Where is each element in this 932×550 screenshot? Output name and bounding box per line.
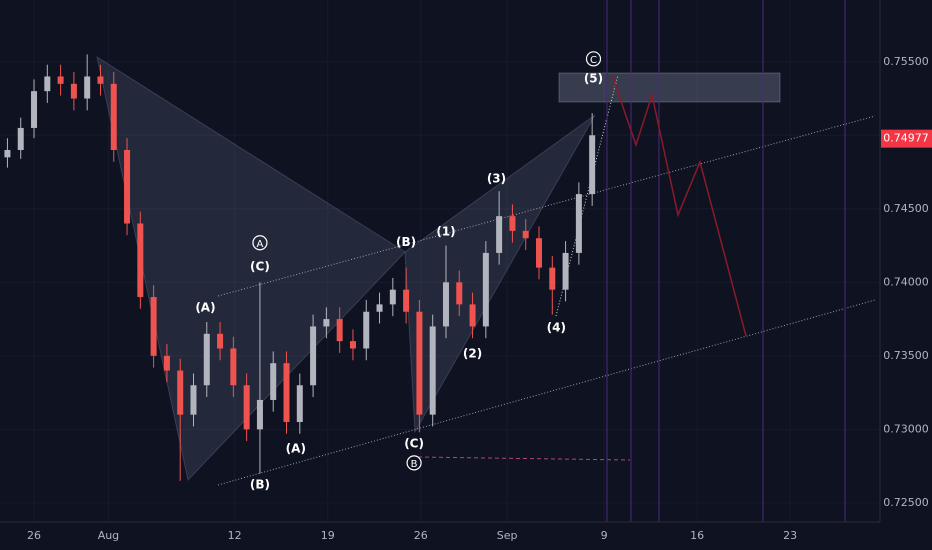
wave-label: (C) xyxy=(250,259,270,273)
drawings xyxy=(96,0,876,522)
candle-body xyxy=(203,333,210,386)
price-axis xyxy=(880,0,932,550)
candle-body xyxy=(296,385,303,423)
x-tick-label: 16 xyxy=(690,529,704,542)
x-tick-label: Aug xyxy=(98,529,119,542)
candle-body xyxy=(137,223,144,298)
axes: 0.725000.730000.735000.740000.745000.750… xyxy=(27,55,932,542)
wave-circle xyxy=(585,51,602,67)
wave-label: B xyxy=(411,459,418,470)
wave-label: (1) xyxy=(436,224,455,238)
candle-body xyxy=(124,149,131,224)
candle-body xyxy=(336,319,343,342)
candle-body xyxy=(17,127,24,150)
candle-body xyxy=(44,76,51,92)
candle-body xyxy=(442,282,449,327)
candle-body xyxy=(4,149,11,158)
wave-label: (4) xyxy=(547,320,566,334)
candle-body xyxy=(163,355,170,371)
candle-body xyxy=(310,326,317,386)
x-tick-label: 19 xyxy=(321,529,335,542)
x-tick-label: Sep xyxy=(497,529,518,542)
y-tick-label: 0.74000 xyxy=(883,275,929,288)
x-tick-label: 12 xyxy=(228,529,242,542)
wave-label: (3) xyxy=(487,171,506,185)
y-tick-label: 0.72500 xyxy=(883,496,929,509)
candles xyxy=(4,54,596,481)
candle-body xyxy=(70,83,77,99)
candle-body xyxy=(403,289,410,312)
wave-label: (C) xyxy=(404,436,424,450)
candle-body xyxy=(376,304,383,312)
wave-label: A xyxy=(257,239,264,250)
candle-body xyxy=(589,135,596,195)
wave-label: C xyxy=(590,55,597,66)
candle-body xyxy=(429,326,436,415)
level-line xyxy=(417,456,631,461)
candle-body xyxy=(349,341,356,349)
wave-label: (5) xyxy=(584,71,603,85)
candle-body xyxy=(31,91,38,128)
wave-circle xyxy=(252,235,268,251)
candle-body xyxy=(57,76,64,84)
wave-label: (A) xyxy=(195,300,215,314)
x-tick-label: 9 xyxy=(601,529,608,542)
candle-body xyxy=(230,348,237,386)
candle-body xyxy=(456,282,463,305)
candle-body xyxy=(509,216,516,231)
projection-path xyxy=(611,74,747,337)
candle-body xyxy=(549,267,556,290)
wave-line xyxy=(555,74,619,317)
candle-body xyxy=(536,238,543,268)
candle-body xyxy=(270,363,277,400)
wave-label: (A) xyxy=(286,441,306,455)
last-price-label: 0.74977 xyxy=(883,132,929,145)
annotations: A (C) (B) (A) (A) (B) (C) B (1) (2) (3) (4) (5) C xyxy=(195,51,603,491)
candle-body xyxy=(256,399,263,430)
channel-line xyxy=(217,115,876,297)
last-price-box xyxy=(881,129,932,148)
harmonic-triangle xyxy=(404,114,596,434)
x-tick-label: 23 xyxy=(783,529,797,542)
candle-body xyxy=(243,385,250,430)
candle-body xyxy=(97,76,104,84)
y-tick-label: 0.73000 xyxy=(883,422,929,435)
candle-body xyxy=(323,319,330,327)
x-tick-label: 26 xyxy=(414,529,428,542)
candle-body xyxy=(190,385,197,415)
candle-body xyxy=(416,311,423,415)
candle-body xyxy=(177,370,184,415)
target-zone xyxy=(558,72,781,103)
candle-body xyxy=(150,297,157,356)
wave-label: (B) xyxy=(396,235,416,249)
candle-body xyxy=(110,83,117,150)
candle-body xyxy=(217,333,224,349)
candle-body xyxy=(363,311,370,349)
candle-body xyxy=(482,252,489,327)
wave-label: (2) xyxy=(463,346,482,360)
y-tick-label: 0.75500 xyxy=(883,55,929,68)
candle-body xyxy=(522,230,529,239)
candle-body xyxy=(496,216,503,253)
y-tick-label: 0.74500 xyxy=(883,202,929,215)
x-tick-label: 26 xyxy=(27,529,41,542)
candle-body xyxy=(389,289,396,305)
y-tick-label: 0.73500 xyxy=(883,349,929,362)
candle-body xyxy=(84,76,91,99)
candle-body xyxy=(469,304,476,327)
wave-circle xyxy=(406,455,422,471)
candle-body xyxy=(562,252,569,290)
time-axis xyxy=(0,522,880,550)
candle-body xyxy=(575,194,582,253)
candle-body xyxy=(283,363,290,423)
wave-label: (B) xyxy=(250,477,270,491)
